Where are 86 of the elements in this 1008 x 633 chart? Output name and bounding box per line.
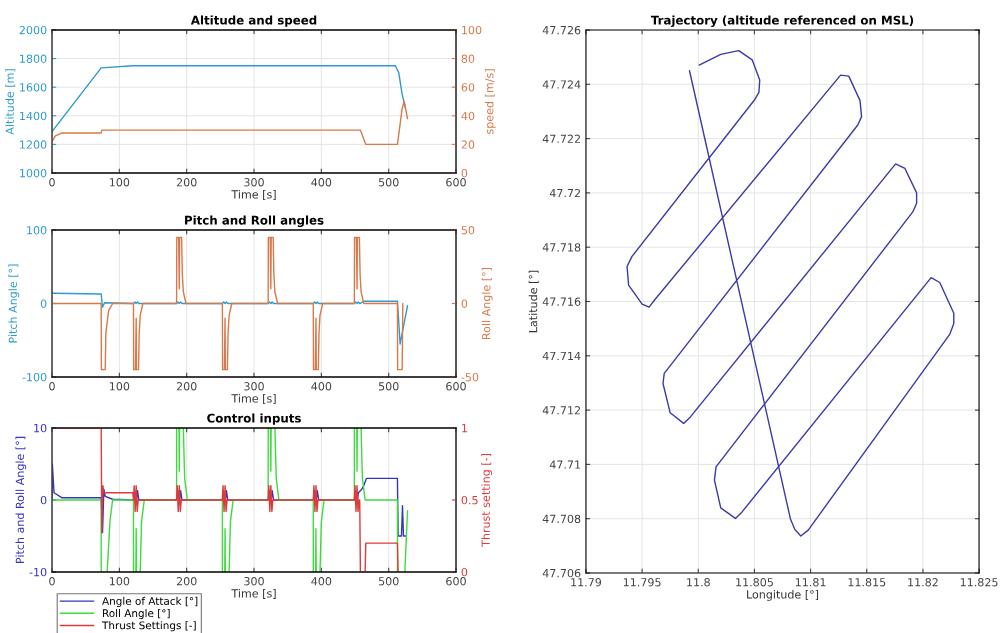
y-tick-label: 47.714 <box>542 351 581 361</box>
y2-axis-title: Roll Angle [°] <box>481 267 493 339</box>
line-series <box>52 65 407 133</box>
y-tick-label: 47.706 <box>542 568 581 578</box>
y2-tick-label: 40 <box>461 111 475 121</box>
x-tick-label: 100 <box>109 382 130 391</box>
legend-label: Angle of Attack [°] <box>102 596 198 607</box>
y-tick-label: 47.722 <box>542 134 580 143</box>
y2-tick-label: 0 <box>461 299 468 308</box>
y-tick-label: 100 <box>27 226 47 235</box>
y-tick-label: 47.708 <box>542 514 581 524</box>
x-tick-label: 11.79 <box>571 578 602 587</box>
y2-axis-title: speed [m/s] <box>484 69 496 134</box>
y2-tick-label: 100 <box>462 25 482 35</box>
x-tick-label: 600 <box>446 382 466 391</box>
y-tick-label: 47.712 <box>542 406 580 415</box>
y-tick-label: 1200 <box>20 140 47 149</box>
x-tick-label: 300 <box>244 577 264 586</box>
y-axis-title: Latitude [°] <box>528 270 539 333</box>
y-tick-label: 1400 <box>20 111 47 121</box>
x-tick-label: 200 <box>176 577 197 586</box>
chart-title: Control inputs <box>207 413 301 425</box>
y-tick-label: 47.71 <box>549 460 581 469</box>
y-tick-label: -100 <box>22 372 47 382</box>
y-axis-title: Pitch and Roll Angle [°] <box>15 436 27 563</box>
x-tick-label: 300 <box>244 178 264 187</box>
line-series <box>626 49 955 537</box>
y-axis-title: Pitch Angle [°] <box>8 264 20 343</box>
x-tick-label: 0 <box>49 577 55 586</box>
y-tick-label: 1800 <box>20 54 47 63</box>
y2-axis-title: Thrust setting [-] <box>481 454 493 547</box>
x-tick-label: 100 <box>109 178 130 187</box>
line-series <box>52 100 409 146</box>
y-tick-label: 1600 <box>20 83 47 92</box>
legend-label: Roll Angle [°] <box>103 609 170 620</box>
y-tick-label: 47.72 <box>549 188 580 198</box>
x-tick-label: 100 <box>109 577 130 586</box>
y-tick-label: 0 <box>40 495 47 505</box>
y2-tick-label: 20 <box>461 140 475 149</box>
x-tick-label: 400 <box>311 577 332 586</box>
x-tick-label: 500 <box>378 577 399 586</box>
y-tick-label: 47.726 <box>542 25 581 35</box>
y2-tick-label: 1 <box>462 424 467 433</box>
y-tick-label: 47.716 <box>542 297 581 306</box>
x-tick-label: 600 <box>446 577 466 586</box>
x-tick-label: 0 <box>49 382 55 391</box>
y2-tick-label: 0.5 <box>461 495 478 505</box>
x-tick-label: 400 <box>311 178 332 187</box>
x-axis-title: Longitude [°] <box>747 590 819 601</box>
x-tick-label: 200 <box>176 178 197 187</box>
x-tick-label: 11.8 <box>687 578 710 587</box>
y-tick-label: 0 <box>40 299 47 308</box>
y2-tick-label: 50 <box>461 226 475 235</box>
y-tick-label: 47.724 <box>542 80 581 89</box>
x-tick-label: 11.82 <box>908 578 938 587</box>
y2-tick-label: 60 <box>461 83 475 92</box>
y-tick-label: 1000 <box>20 168 47 178</box>
x-axis-title: Time [s] <box>231 190 276 200</box>
x-axis-title: Time [s] <box>231 394 276 404</box>
chart-title: Trajectory (altitude referenced on MSL) <box>650 15 914 27</box>
y-tick-label: 2000 <box>19 25 47 35</box>
x-tick-label: 400 <box>311 382 332 391</box>
x-tick-label: 11.825 <box>960 578 998 587</box>
x-tick-label: 300 <box>244 382 264 391</box>
x-tick-label: 11.815 <box>848 578 886 587</box>
x-tick-label: 11.81 <box>795 578 826 587</box>
y-tick-label: 10 <box>34 423 47 433</box>
x-tick-label: 0 <box>49 178 55 187</box>
x-tick-label: 200 <box>176 382 197 391</box>
x-tick-label: 11.805 <box>736 578 773 587</box>
chart-title: Pitch and Roll angles <box>185 215 324 228</box>
y-axis-title: Altitude [m] <box>5 69 16 135</box>
y-tick-label: -10 <box>29 567 47 577</box>
x-tick-label: 600 <box>446 178 466 187</box>
x-tick-label: 500 <box>378 382 399 391</box>
y2-tick-label: -50 <box>461 372 479 382</box>
x-axis-title: Time [s] <box>231 588 276 599</box>
x-tick-label: 11.795 <box>623 578 661 587</box>
y2-tick-label: 0 <box>461 168 468 178</box>
y2-tick-label: 0 <box>461 567 468 577</box>
chart-title: Altitude and speed <box>190 15 317 27</box>
y2-tick-label: 80 <box>461 54 475 63</box>
x-tick-label: 500 <box>378 178 399 187</box>
line-series <box>52 236 404 371</box>
legend-label: Thrust Settings [-] <box>101 621 196 632</box>
y-tick-label: 47.718 <box>542 243 581 252</box>
